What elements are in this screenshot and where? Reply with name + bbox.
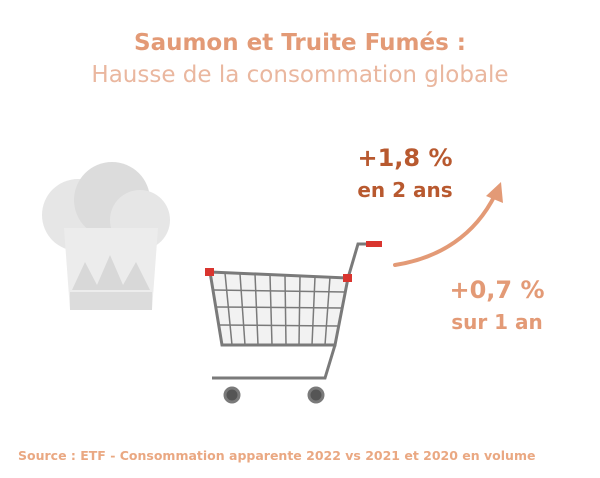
source: Source : ETF - Consommation apparente 20…	[18, 448, 535, 463]
stat-period: sur 1 an	[451, 310, 543, 334]
stat-value: +0,7 %	[449, 276, 544, 304]
stat-value: +1,8 %	[357, 144, 452, 172]
chef-hat-icon	[42, 162, 170, 310]
stat-period: en 2 ans	[357, 178, 452, 202]
subtitle: Hausse de la consommation globale	[91, 62, 508, 88]
growth-arrow	[393, 182, 503, 267]
cart-icon	[205, 241, 382, 404]
title: Saumon et Truite Fumés :	[134, 30, 466, 56]
